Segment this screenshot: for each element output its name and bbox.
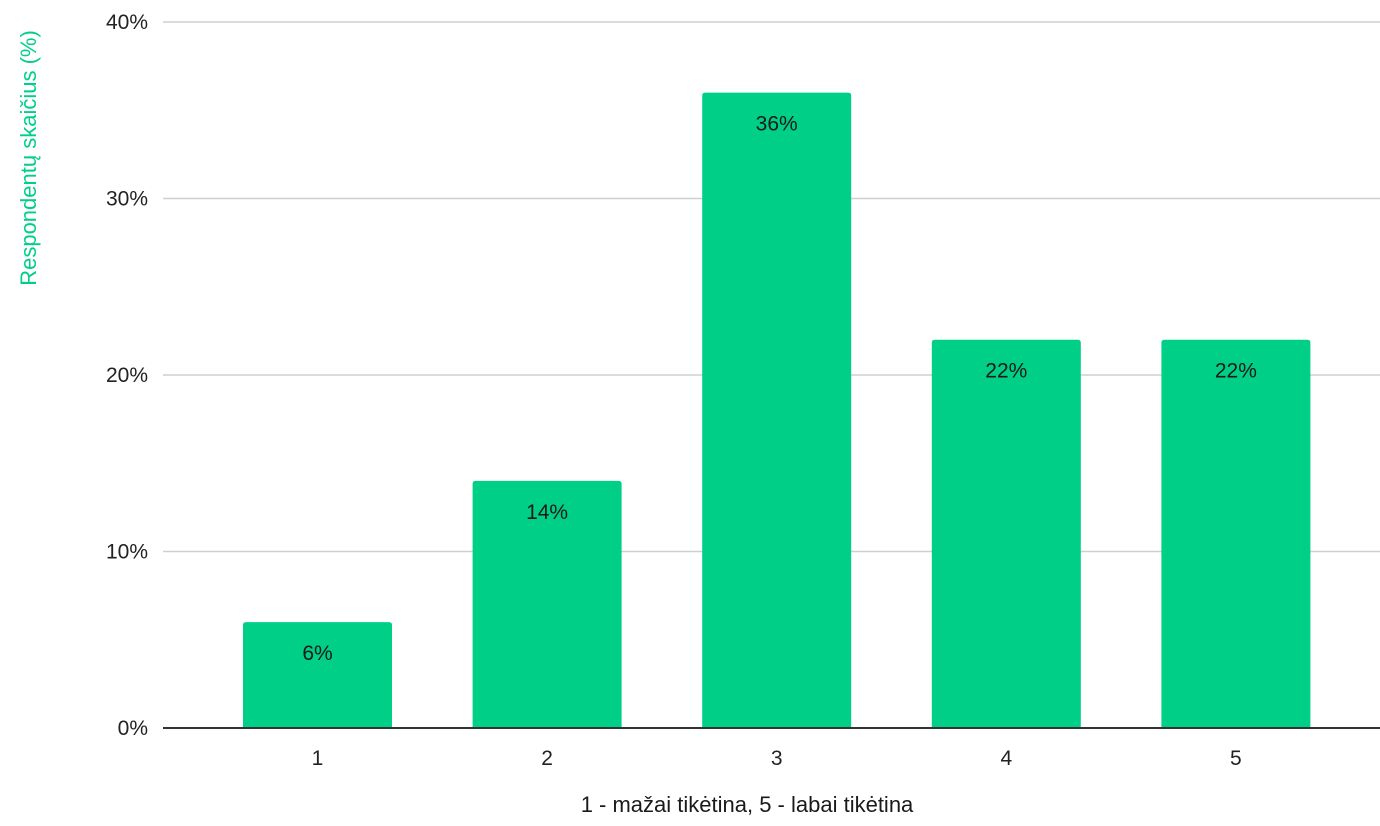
y-tick-label: 30% [106,188,148,211]
y-tick-label: 0% [118,717,148,740]
x-tick-label: 1 [312,747,324,770]
x-tick-label: 2 [541,747,553,770]
data-label: 6% [302,642,332,665]
data-label: 22% [985,360,1027,383]
bar-5 [1161,339,1311,728]
data-label: 14% [526,501,568,524]
x-tick-label: 4 [1000,747,1012,770]
data-label: 36% [756,113,798,136]
x-axis-ticks: 1 2 3 4 5 [312,747,1242,770]
data-label: 22% [1215,360,1257,383]
y-axis-title: Respondentų skaičius (%) [16,30,41,286]
y-axis-ticks: 0% 10% 20% 30% 40% [106,11,148,740]
bars [243,92,1311,729]
bar-1 [243,622,392,728]
y-tick-label: 10% [106,541,148,564]
x-axis-title: 1 - mažai tikėtina, 5 - labai tikėtina [581,792,914,817]
bar-3 [702,92,852,729]
x-tick-label: 5 [1230,747,1242,770]
x-tick-label: 3 [771,747,783,770]
y-tick-label: 40% [106,11,148,34]
y-tick-label: 20% [106,364,148,387]
data-labels: 6% 14% 36% 22% 22% [302,113,1257,665]
bar-2 [472,480,622,728]
bar-4 [931,339,1081,728]
